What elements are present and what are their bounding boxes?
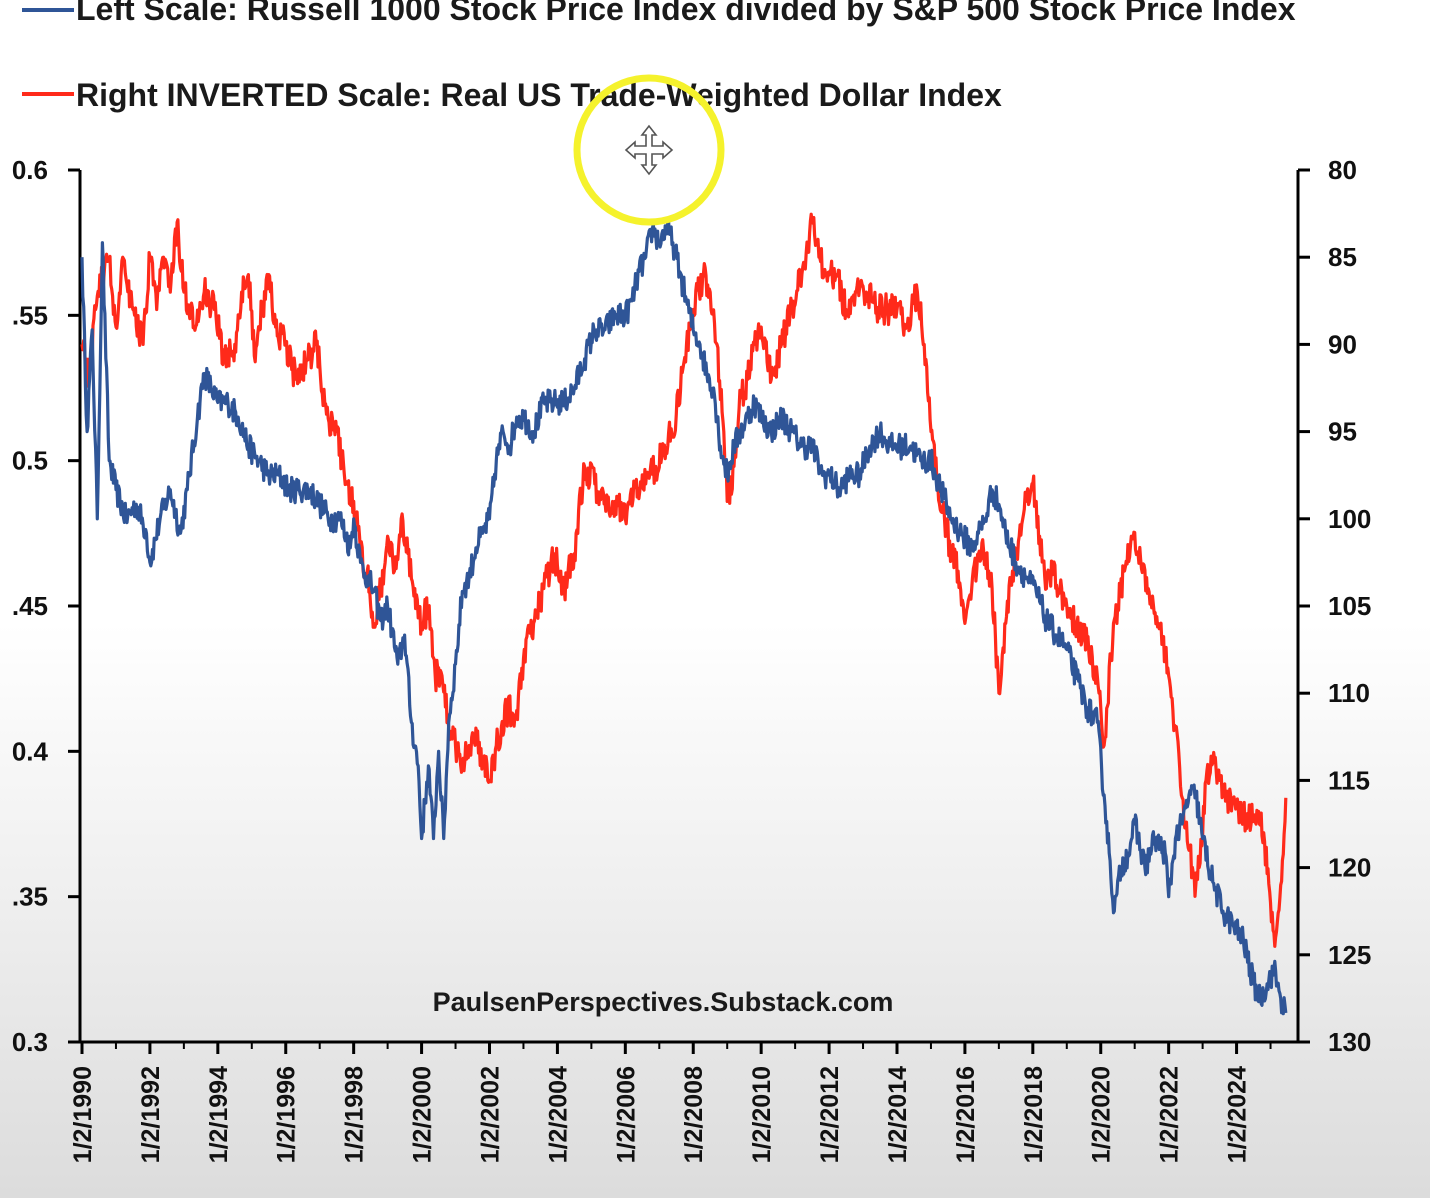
x-tick-label: 1/2/1998 bbox=[341, 1066, 369, 1163]
x-tick-label: 1/2/1996 bbox=[273, 1066, 301, 1163]
right-tick-label: 90 bbox=[1328, 329, 1357, 359]
left-tick-label: .45 bbox=[12, 591, 48, 621]
x-axis-ticks: 1/2/1990 1/2/1992 1/2/1994 1/2/1996 1/2/1998… bbox=[69, 1042, 1272, 1163]
right-tick-label: 130 bbox=[1328, 1027, 1371, 1057]
x-tick-label: 1/2/2012 bbox=[816, 1066, 844, 1163]
x-tick-label: 1/2/2010 bbox=[748, 1066, 776, 1163]
x-tick-label: 1/2/2024 bbox=[1224, 1066, 1252, 1163]
right-axis-ticks: 80 85 90 95 100 105 110 115 120 125 130 bbox=[1298, 155, 1371, 1057]
x-tick-label: 1/2/2008 bbox=[680, 1066, 708, 1163]
x-tick-label: 1/2/1992 bbox=[137, 1066, 165, 1163]
x-tick-label: 1/2/2002 bbox=[476, 1066, 504, 1163]
watermark: PaulsenPerspectives.Substack.com bbox=[433, 987, 894, 1017]
highlight-ring bbox=[573, 74, 725, 226]
cursor-highlight bbox=[573, 74, 725, 226]
left-axis-ticks: 0.6 .55 0.5 .45 0.4 .35 0.3 bbox=[12, 155, 80, 1057]
x-tick-label: 1/2/2006 bbox=[612, 1066, 640, 1163]
legend-label-right-series: Right INVERTED Scale: Real US Trade-Weig… bbox=[76, 77, 1002, 113]
right-tick-label: 95 bbox=[1328, 417, 1357, 447]
right-tick-label: 115 bbox=[1328, 765, 1370, 795]
left-tick-label: .35 bbox=[12, 882, 48, 912]
x-tick-label: 1/2/2020 bbox=[1088, 1066, 1116, 1163]
legend-label-left-series: Left Scale: Russell 1000 Stock Price Ind… bbox=[76, 0, 1296, 27]
x-tick-label: 1/2/2004 bbox=[544, 1066, 572, 1163]
series-line-dollar-index bbox=[80, 212, 1288, 948]
series-line-russell-sp-ratio bbox=[80, 218, 1288, 1016]
x-tick-label: 1/2/1990 bbox=[69, 1066, 97, 1163]
left-tick-label: .55 bbox=[12, 300, 48, 330]
right-tick-label: 85 bbox=[1328, 242, 1357, 272]
left-tick-label: 0.5 bbox=[12, 446, 48, 476]
legend: Left Scale: Russell 1000 Stock Price Ind… bbox=[22, 0, 1296, 113]
right-tick-label: 105 bbox=[1328, 591, 1371, 621]
x-tick-label: 1/2/2016 bbox=[952, 1066, 980, 1163]
x-tick-label: 1/2/2022 bbox=[1156, 1066, 1184, 1163]
right-tick-label: 80 bbox=[1328, 155, 1357, 185]
right-tick-label: 100 bbox=[1328, 504, 1371, 534]
left-tick-label: 0.4 bbox=[12, 736, 49, 766]
left-tick-label: 0.6 bbox=[12, 155, 48, 185]
right-tick-label: 120 bbox=[1328, 853, 1371, 883]
left-tick-label: 0.3 bbox=[12, 1027, 48, 1057]
x-tick-label: 1/2/2018 bbox=[1020, 1066, 1048, 1163]
right-tick-label: 110 bbox=[1328, 678, 1370, 708]
x-tick-label: 1/2/1994 bbox=[205, 1066, 233, 1163]
right-tick-label: 125 bbox=[1328, 940, 1371, 970]
x-tick-label: 1/2/2014 bbox=[884, 1066, 912, 1163]
move-cursor-icon bbox=[624, 124, 674, 176]
x-tick-label: 1/2/2000 bbox=[409, 1066, 437, 1163]
